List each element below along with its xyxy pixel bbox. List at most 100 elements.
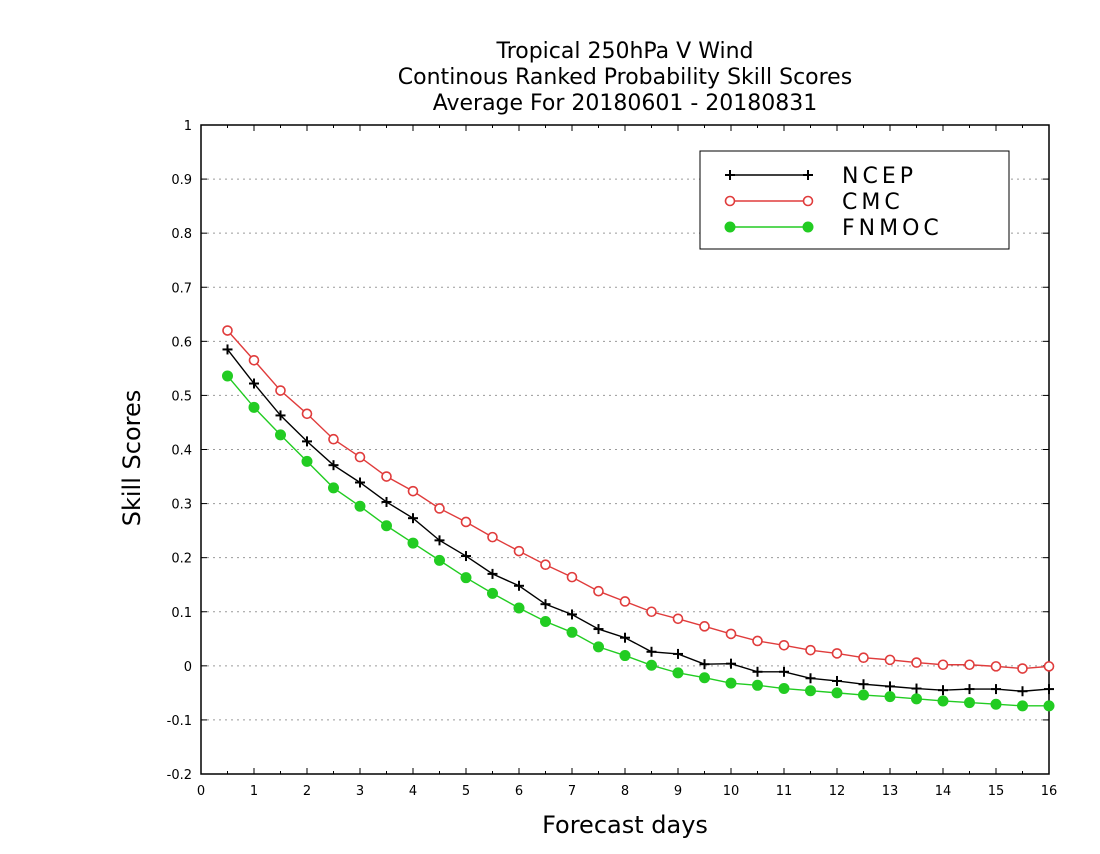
data-point-cmc: [540, 559, 551, 570]
data-point-cmc: [964, 659, 975, 671]
data-point-ncep: [911, 683, 922, 694]
x-tick-label: 6: [515, 784, 523, 799]
data-point-ncep: [991, 684, 1001, 695]
data-point-fnmoc: [407, 537, 419, 549]
data-point-ncep: [487, 568, 498, 579]
chart-title-line-2: Continous Ranked Probability Skill Score…: [398, 65, 852, 90]
data-point-fnmoc: [434, 554, 445, 566]
data-point-ncep: [673, 648, 683, 659]
data-point-fnmoc: [911, 693, 922, 705]
legend-marker: [724, 195, 736, 207]
data-point-ncep: [355, 477, 365, 488]
data-point-cmc: [434, 503, 445, 514]
chart-title-line-3: Average For 20180601 - 20180831: [433, 91, 818, 116]
data-point-fnmoc: [301, 455, 313, 467]
data-point-ncep: [805, 673, 816, 684]
data-point-ncep: [646, 646, 657, 657]
data-point-fnmoc: [672, 667, 684, 679]
x-tick-label: 10: [723, 784, 740, 799]
data-point-fnmoc: [540, 615, 551, 627]
data-point-ncep: [885, 681, 895, 692]
legend-item-cmc: CMC: [724, 190, 904, 215]
legend-box: [699, 150, 1010, 250]
data-point-fnmoc: [381, 520, 392, 532]
legend-marker: [725, 170, 735, 180]
data-point-fnmoc: [964, 697, 975, 709]
x-axis-title: Forecast days: [542, 811, 708, 839]
data-point-fnmoc: [805, 685, 816, 697]
y-tick-label: 0.8: [171, 227, 192, 242]
y-tick-label: 0.2: [171, 552, 192, 567]
data-point-fnmoc: [752, 679, 763, 691]
data-point-cmc: [805, 644, 816, 656]
data-point-cmc: [752, 635, 763, 647]
legend-label: NCEP: [842, 164, 917, 189]
data-point-cmc: [407, 485, 419, 497]
data-point-ncep: [381, 496, 392, 507]
data-series: [222, 325, 1055, 712]
x-tick-label: 12: [829, 784, 846, 799]
data-point-fnmoc: [619, 650, 631, 662]
data-point-ncep: [699, 659, 710, 670]
legend-label: FNMOC: [842, 216, 943, 241]
data-point-ncep: [726, 658, 736, 669]
data-point-fnmoc: [354, 500, 366, 512]
data-point-fnmoc: [990, 698, 1002, 710]
data-point-ncep: [461, 551, 471, 562]
data-point-fnmoc: [513, 602, 525, 614]
data-point-ncep: [567, 609, 577, 620]
data-point-ncep: [964, 684, 975, 695]
y-tick-label: 0.4: [171, 444, 192, 459]
data-point-fnmoc: [487, 587, 498, 599]
data-point-fnmoc: [275, 429, 286, 441]
data-point-ncep: [275, 410, 286, 421]
x-tick-label: 7: [568, 784, 576, 799]
legend-marker: [803, 170, 813, 180]
x-tick-label: 13: [882, 784, 899, 799]
data-point-fnmoc: [699, 672, 710, 684]
data-point-ncep: [593, 624, 604, 635]
y-tick-label: 0.5: [171, 389, 192, 404]
data-point-fnmoc: [460, 572, 472, 584]
legend-marker: [802, 221, 814, 233]
data-point-cmc: [990, 661, 1002, 672]
data-point-ncep: [514, 580, 524, 591]
data-point-fnmoc: [858, 689, 869, 701]
x-tick-label: 15: [988, 784, 1005, 799]
data-point-cmc: [328, 433, 339, 445]
data-point-cmc: [354, 451, 366, 463]
data-point-cmc: [831, 648, 843, 659]
data-point-cmc: [248, 354, 260, 366]
legend-label: CMC: [842, 190, 904, 215]
data-point-cmc: [593, 585, 604, 597]
data-point-cmc: [778, 639, 790, 651]
data-point-fnmoc: [222, 370, 233, 382]
y-tick-label: -0.2: [167, 768, 192, 783]
data-point-cmc: [301, 408, 313, 420]
y-tick-label: 0.9: [171, 173, 192, 188]
data-point-ncep: [408, 513, 418, 524]
series-line-fnmoc: [226, 375, 1049, 707]
legend-marker: [802, 195, 814, 207]
data-point-cmc: [858, 652, 869, 664]
legend-marker: [724, 221, 736, 233]
data-point-cmc: [672, 613, 684, 625]
x-tick-label: 4: [409, 784, 417, 799]
data-point-cmc: [937, 659, 949, 671]
series-fnmoc: [222, 370, 1055, 712]
data-point-cmc: [884, 654, 896, 666]
data-point-cmc: [381, 471, 392, 482]
y-tick-label: 0.1: [171, 606, 192, 621]
data-point-ncep: [249, 378, 259, 389]
data-point-ncep: [328, 460, 339, 471]
data-point-ncep: [620, 632, 630, 643]
data-point-cmc: [566, 571, 578, 583]
data-point-fnmoc: [646, 659, 657, 671]
series-ncep: [222, 344, 1054, 697]
data-point-ncep: [938, 685, 948, 696]
data-point-cmc: [513, 545, 525, 557]
x-tick-label: 14: [935, 784, 952, 799]
data-point-fnmoc: [725, 677, 737, 689]
